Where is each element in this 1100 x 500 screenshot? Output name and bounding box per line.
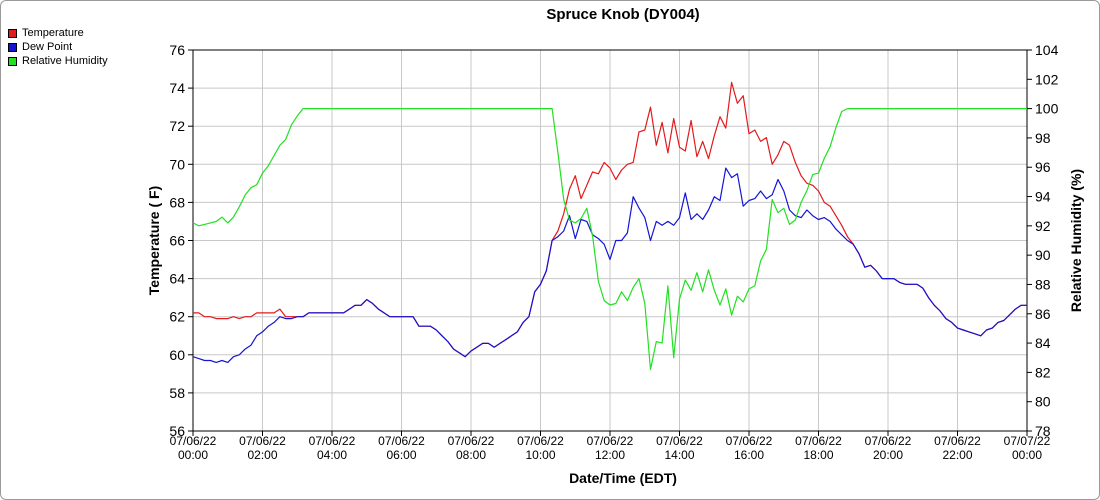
x-tick-label-time: 10:00 [525,448,555,462]
y2-tick-label: 102 [1035,71,1059,87]
x-tick-label-date: 07/06/22 [309,434,356,448]
x-tick-label-time: 00:00 [178,448,208,462]
x-tick-label-time: 22:00 [942,448,972,462]
y2-tick-label: 94 [1035,189,1051,205]
x-tick-label-time: 20:00 [873,448,903,462]
y-tick-label: 64 [169,271,185,287]
x-tick-label-time: 18:00 [803,448,833,462]
series-line-dew-point [192,167,1027,363]
y2-tick-label: 98 [1035,130,1051,146]
x-tick-label-date: 07/07/22 [1004,434,1051,448]
y-tick-label: 66 [169,233,185,249]
y-axis-label: Temperature ( F) [146,186,162,295]
y2-tick-label: 104 [1035,42,1059,58]
x-tick-label-date: 07/06/22 [656,434,703,448]
y-tick-label: 76 [169,42,185,58]
y-tick-label: 74 [169,80,185,96]
x-tick-label-date: 07/06/22 [587,434,634,448]
y2-tick-label: 84 [1035,335,1051,351]
x-tick-label-time: 04:00 [317,448,347,462]
y2-tick-label: 90 [1035,247,1051,263]
y2-tick-label: 82 [1035,364,1051,380]
x-tick-label-time: 16:00 [734,448,764,462]
legend-item-relative-humidity: Relative Humidity [8,55,108,68]
y-tick-label: 68 [169,194,185,210]
legend-label: Dew Point [22,41,73,53]
y-tick-label: 72 [169,118,185,134]
legend-label: Temperature [22,27,84,39]
x-axis-label: Date/Time (EDT) [569,470,677,486]
y2-tick-label: 100 [1035,101,1059,117]
x-tick-label-time: 00:00 [1012,448,1042,462]
x-tick-label-time: 06:00 [386,448,416,462]
x-tick-label-date: 07/06/22 [170,434,217,448]
x-tick-label-date: 07/06/22 [239,434,286,448]
plot-border [192,49,1028,432]
legend-label: Relative Humidity [22,55,108,67]
legend-item-temperature: Temperature [8,27,84,40]
y2-tick-label: 78 [1035,423,1051,439]
x-tick-label-date: 07/06/22 [865,434,912,448]
x-tick-label-time: 02:00 [247,448,277,462]
y-tick-label: 58 [169,385,185,401]
y2-tick-label: 96 [1035,159,1051,175]
x-tick-label-date: 07/06/22 [448,434,495,448]
y-tick-label: 56 [169,423,185,439]
x-tick-label-date: 07/06/22 [378,434,425,448]
x-tick-label-time: 14:00 [664,448,694,462]
x-tick-label-date: 07/06/22 [726,434,773,448]
series-line-relative-humidity [192,107,1027,371]
legend-swatch [8,43,17,52]
legend-item-dew-point: Dew Point [8,41,72,54]
y2-tick-label: 92 [1035,218,1051,234]
y2-tick-label: 86 [1035,306,1051,322]
legend-swatch [8,57,17,66]
y2-axis-label: Relative Humidity (%) [1068,169,1084,312]
x-tick-label-date: 07/06/22 [795,434,842,448]
y2-tick-label: 80 [1035,394,1051,410]
y-tick-label: 62 [169,309,185,325]
x-tick-label-date: 07/06/22 [934,434,981,448]
y2-tick-label: 88 [1035,276,1051,292]
x-tick-label-time: 08:00 [456,448,486,462]
x-tick-label-time: 12:00 [595,448,625,462]
y-tick-label: 60 [169,347,185,363]
legend-swatch [8,29,17,38]
y-tick-label: 70 [169,156,185,172]
x-tick-label-date: 07/06/22 [517,434,564,448]
chart-title: Spruce Knob (DY004) [546,6,699,23]
